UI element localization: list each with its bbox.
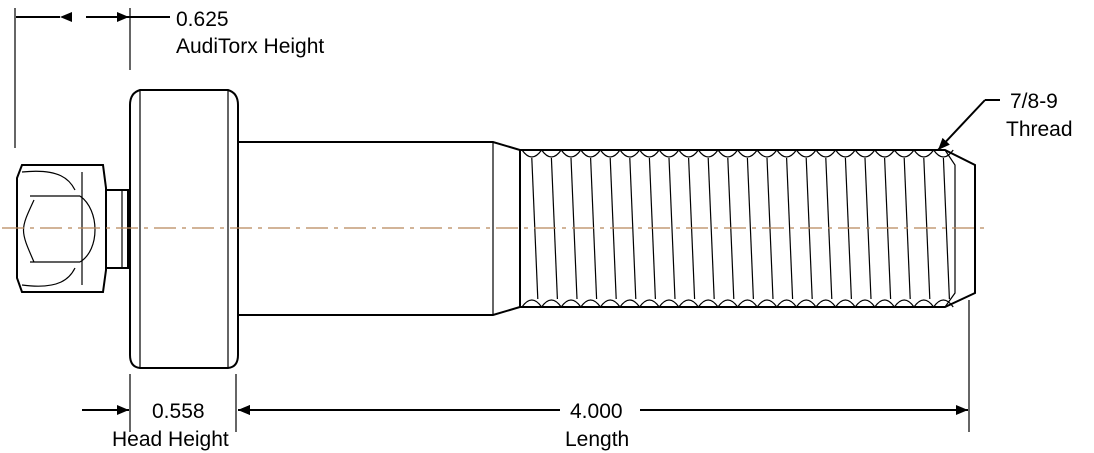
- thread-label: Thread: [1006, 118, 1073, 141]
- thread-value: 7/8-9: [1010, 90, 1058, 113]
- thread-flank: [629, 157, 637, 300]
- head-height-label: Head Height: [112, 428, 229, 451]
- thread-callout: 7/8-9 Thread: [937, 90, 1073, 151]
- head-height-value: 0.558: [152, 400, 205, 423]
- length-label: Length: [565, 428, 629, 451]
- thread-flank: [786, 157, 794, 300]
- auditorx-height-label: AudiTorx Height: [176, 35, 324, 58]
- thread-flank: [707, 157, 715, 300]
- length-value: 4.000: [570, 400, 623, 423]
- thread-flank: [668, 157, 676, 300]
- head-height-dimension: 0.558 Head Height: [82, 400, 290, 451]
- thread-section: [519, 149, 976, 308]
- bolt-head: [129, 89, 239, 369]
- thread-crest: [521, 299, 954, 308]
- length-dimension: 4.000 Length: [238, 400, 968, 451]
- thread-crest: [521, 149, 954, 158]
- auditorx-height-dimension: 0.625 AudiTorx Height: [16, 8, 324, 58]
- thread-flank: [942, 157, 950, 300]
- auditorx-height-value: 0.625: [176, 8, 229, 31]
- neck: [105, 189, 129, 269]
- thread-flank: [746, 157, 754, 300]
